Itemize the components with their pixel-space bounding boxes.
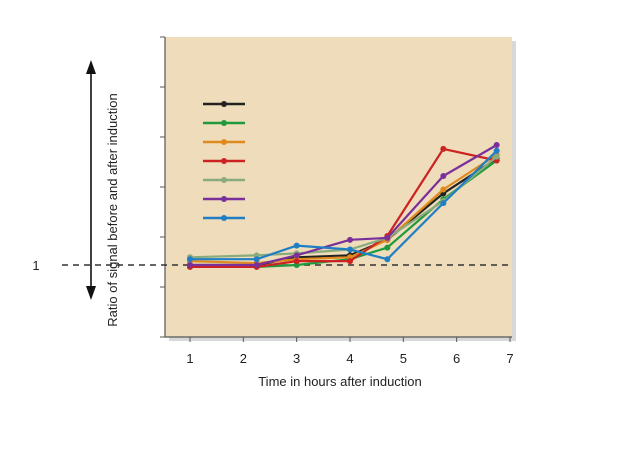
series-7 (187, 147, 500, 263)
legend-swatch-marker-1 (221, 101, 227, 107)
series-6-point-3 (293, 252, 300, 259)
x-tick-label-5: 5 (400, 351, 407, 366)
series-7-point-7 (493, 147, 500, 154)
x-tick-label-7: 7 (506, 351, 513, 366)
series-7-point-1 (187, 256, 193, 263)
series-6-point-6 (440, 172, 447, 179)
legend-swatch-marker-6 (221, 196, 227, 202)
series-4-point-3 (293, 258, 300, 265)
series-6-point-2 (253, 262, 260, 268)
legend-swatch-marker-4 (221, 158, 227, 164)
y-arrow-head-up (86, 60, 96, 74)
x-tick-label-4: 4 (346, 351, 353, 366)
y-axis-title: Ratio of signal before and after inducti… (105, 93, 120, 326)
legend-swatch-marker-7 (221, 215, 227, 221)
x-tick-label-6: 6 (453, 351, 460, 366)
reference-line-label: 1 (32, 258, 39, 273)
series-7-point-6 (440, 200, 447, 207)
legend-swatch-marker-3 (221, 139, 227, 145)
series-7-point-4 (347, 246, 353, 253)
legend-swatch-marker-5 (221, 177, 227, 183)
series-6 (187, 142, 500, 268)
series-6-point-7 (493, 142, 500, 148)
x-tick-label-2: 2 (240, 351, 247, 366)
series-5-point-7 (493, 153, 500, 160)
series-4-point-6 (440, 145, 447, 152)
x-tick-label-1: 1 (186, 351, 193, 366)
series-6-point-1 (187, 262, 193, 268)
y-arrow-head-down (86, 286, 96, 300)
series-4-point-4 (347, 258, 353, 265)
legend-swatch-marker-2 (221, 120, 227, 126)
x-axis-title: Time in hours after induction (258, 374, 422, 389)
series-6-point-5 (384, 234, 391, 241)
series-3-point-6 (440, 186, 447, 193)
series-7-point-2 (253, 256, 260, 263)
x-tick-label-3: 3 (293, 351, 300, 366)
series-7-point-3 (293, 242, 300, 249)
series-2-point-5 (384, 244, 391, 251)
series-7-point-5 (384, 256, 391, 263)
series-6-point-4 (347, 236, 353, 243)
